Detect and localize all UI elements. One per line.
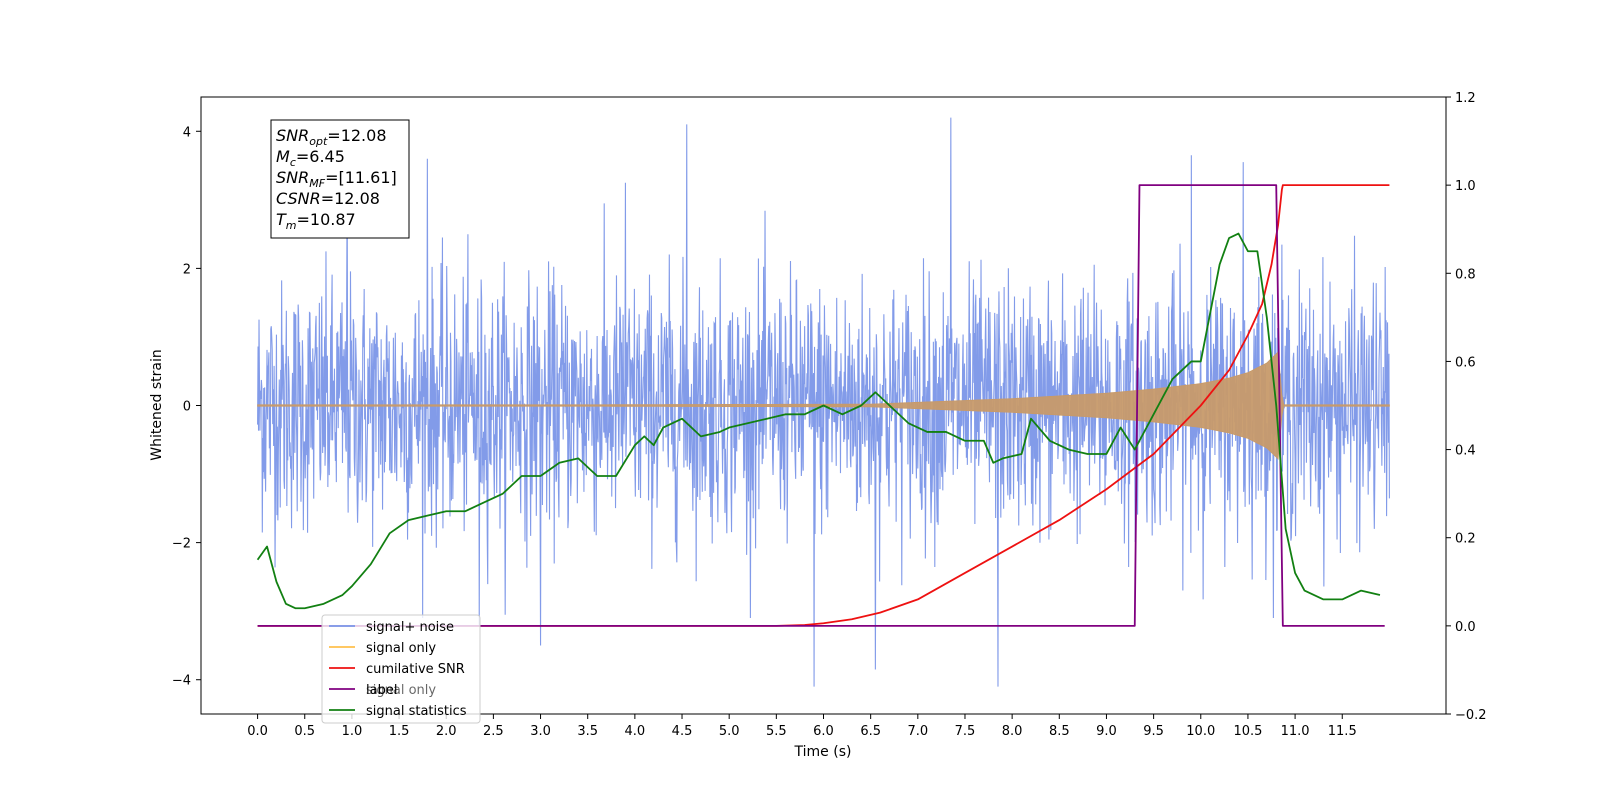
legend-label: signal only xyxy=(366,641,436,656)
y-left-tick-label: −2 xyxy=(172,537,191,552)
legend-label: signal+ noise xyxy=(366,620,454,635)
annotation-var: T xyxy=(276,210,287,229)
x-tick-label: 3.5 xyxy=(577,724,598,739)
y-right-tick-label: 1.2 xyxy=(1455,91,1476,106)
y-left-tick-label: −4 xyxy=(172,674,191,689)
y-right-tick-label: 0.8 xyxy=(1455,267,1476,282)
series-signal-statistics xyxy=(256,232,1381,610)
annotation-value: =12.08 xyxy=(327,126,386,145)
annotation-subscript: c xyxy=(290,156,296,169)
annotation-subscript: MF xyxy=(309,177,325,190)
y-left-tick-label: 0 xyxy=(183,400,191,415)
x-tick-label: 7.0 xyxy=(907,724,928,739)
x-tick-label: 7.5 xyxy=(955,724,976,739)
y-axis-title: Whitened strain xyxy=(149,349,165,460)
x-tick-label: 11.0 xyxy=(1281,724,1310,739)
annotation-line: Tm=10.87 xyxy=(276,210,356,232)
y-right-tick-label: 0.0 xyxy=(1455,620,1476,635)
x-tick-label: 5.5 xyxy=(766,724,787,739)
y-right-tick-label: 0.6 xyxy=(1455,355,1476,370)
x-axis-title: Time (s) xyxy=(794,744,852,760)
annotation-line: Mc=6.45 xyxy=(276,147,345,169)
x-tick-label: 6.5 xyxy=(860,724,881,739)
x-tick-label: 11.5 xyxy=(1328,724,1357,739)
x-tick-label: 6.0 xyxy=(813,724,834,739)
legend: signal only signal+ noise signal only cumil… xyxy=(321,614,481,724)
annotation-value: =10.87 xyxy=(297,210,356,229)
x-tick-label: 2.0 xyxy=(436,724,457,739)
y-right-tick-label: 0.2 xyxy=(1455,532,1476,547)
series-cumulative-snr xyxy=(257,184,1390,627)
x-tick-label: 1.5 xyxy=(389,724,410,739)
legend-label: signal statistics xyxy=(366,704,467,719)
y-left-tick-label: 4 xyxy=(183,125,191,140)
x-tick-label: 10.5 xyxy=(1233,724,1262,739)
annotation-subscript: m xyxy=(286,219,297,232)
annotation-line: SNRMF=[11.61] xyxy=(276,168,397,190)
annotation-line: SNRopt=12.08 xyxy=(276,126,387,148)
annotation-var: SNR xyxy=(276,126,309,145)
x-tick-label: 9.5 xyxy=(1143,724,1164,739)
legend-label: cumilative SNR xyxy=(366,662,465,677)
legend-ghost-text: signal only xyxy=(366,683,436,698)
annotation-value: =[11.61] xyxy=(325,168,397,187)
y-right-tick-label: 1.0 xyxy=(1455,179,1476,194)
x-tick-label: 3.0 xyxy=(530,724,551,739)
y-right-tick-label: −0.2 xyxy=(1455,708,1487,723)
x-tick-label: 8.0 xyxy=(1002,724,1023,739)
x-tick-label: 9.0 xyxy=(1096,724,1117,739)
x-tick-label: 5.0 xyxy=(719,724,740,739)
annotation-var: M xyxy=(276,147,290,166)
series-signal-noise xyxy=(257,117,1390,687)
x-tick-label: 0.0 xyxy=(247,724,268,739)
annotation-subscript: opt xyxy=(309,135,328,148)
x-tick-label: 4.5 xyxy=(672,724,693,739)
x-tick-label: 8.5 xyxy=(1049,724,1070,739)
annotation-value: =12.08 xyxy=(321,189,380,208)
y-right-tick-label: 0.4 xyxy=(1455,444,1476,459)
stats-annotation-box: SNRopt=12.08Mc=6.45SNRMF=[11.61]CSNR=12.… xyxy=(270,119,410,239)
annotation-value: =6.45 xyxy=(296,147,345,166)
x-tick-label: 0.5 xyxy=(294,724,315,739)
x-tick-label: 2.5 xyxy=(483,724,504,739)
annotation-var: SNR xyxy=(276,168,309,187)
legend-label: label xyxy=(366,683,397,698)
x-tick-label: 4.0 xyxy=(625,724,646,739)
series-label xyxy=(257,184,1385,627)
legend-frame xyxy=(321,614,481,724)
y-left-tick-label: 2 xyxy=(183,262,191,277)
annotation-box-frame xyxy=(270,119,410,239)
annotation-line: CSNR=12.08 xyxy=(276,189,380,208)
annotation-var: CSNR xyxy=(276,189,321,208)
x-tick-label: 10.0 xyxy=(1186,724,1215,739)
x-tick-label: 1.0 xyxy=(342,724,363,739)
